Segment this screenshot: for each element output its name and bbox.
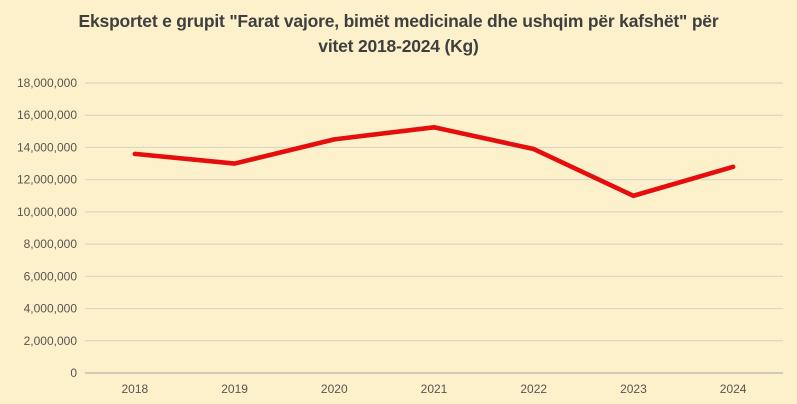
y-tick-label: 0 [70, 366, 77, 380]
x-tick-label: 2018 [122, 382, 149, 396]
y-tick-label: 4,000,000 [24, 302, 78, 316]
x-tick-label: 2022 [520, 382, 547, 396]
x-tick-label: 2021 [421, 382, 448, 396]
y-tick-label: 8,000,000 [24, 237, 78, 251]
data-line-series [132, 125, 736, 199]
y-tick-label: 18,000,000 [17, 76, 77, 90]
y-tick-label: 2,000,000 [24, 334, 78, 348]
x-tick-label: 2024 [720, 382, 747, 396]
x-tick-label: 2019 [221, 382, 248, 396]
y-tick-label: 10,000,000 [17, 205, 77, 219]
x-tick-label: 2020 [321, 382, 348, 396]
x-tick-label: 2023 [620, 382, 647, 396]
y-tick-label: 16,000,000 [17, 108, 77, 122]
chart-title: Eksportet e grupit "Farat vajore, bimët … [78, 11, 719, 57]
y-tick-label: 12,000,000 [17, 173, 77, 187]
y-tick-label: 14,000,000 [17, 140, 77, 154]
y-tick-label: 6,000,000 [24, 269, 78, 283]
